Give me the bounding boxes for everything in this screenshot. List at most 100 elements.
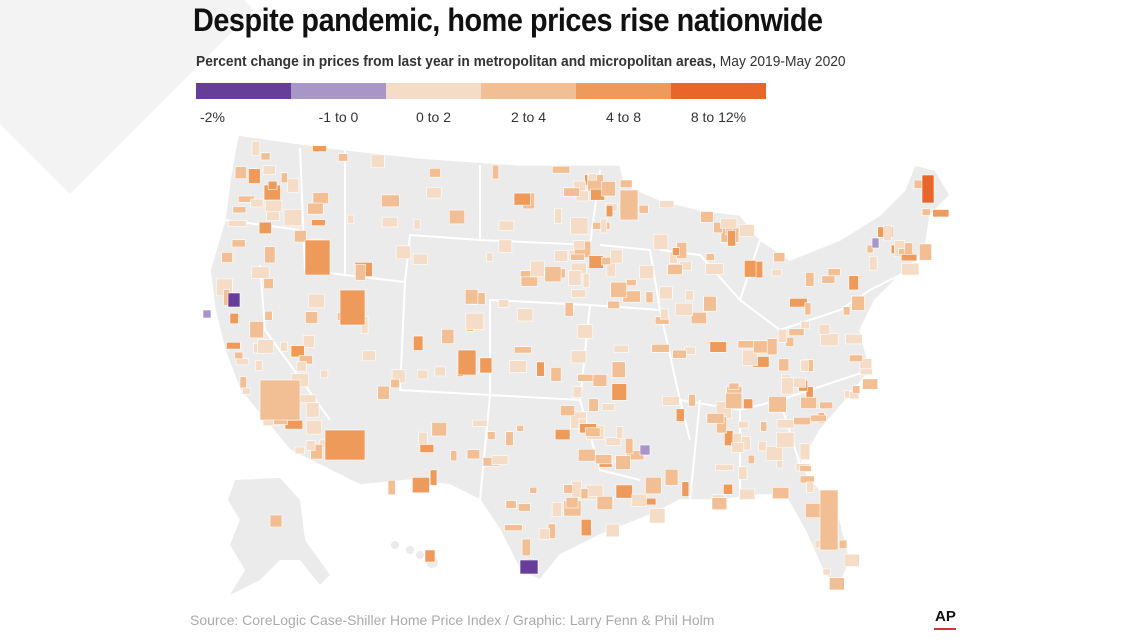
metro-area — [851, 295, 865, 311]
metro-area — [852, 385, 861, 394]
metro-area — [395, 245, 412, 260]
metro-area — [788, 328, 805, 336]
metro-area — [688, 394, 696, 407]
metro-area — [842, 306, 851, 316]
metro-area — [486, 252, 494, 262]
metro-area — [307, 202, 324, 215]
metro-area — [838, 539, 848, 550]
metro-area — [723, 483, 733, 495]
metro-area — [709, 341, 727, 353]
metro-area — [706, 413, 725, 424]
metro-area — [868, 256, 878, 271]
metro-area — [595, 454, 613, 465]
metro-area — [804, 302, 812, 316]
metro-area — [766, 338, 778, 356]
metro-area — [645, 476, 662, 495]
metro-area — [563, 484, 574, 494]
metro-area — [492, 164, 500, 180]
metro-area — [799, 465, 812, 472]
metro-area — [429, 469, 438, 486]
metro-area — [280, 172, 288, 184]
metro-area — [412, 477, 430, 494]
metro-area — [720, 217, 738, 229]
metro-area — [848, 275, 859, 291]
metro-area — [731, 442, 745, 453]
metro-area — [479, 357, 493, 374]
metro-area — [251, 266, 270, 279]
metro-area — [267, 180, 278, 190]
metro-area — [221, 251, 233, 263]
legend-label: 4 to 8 — [605, 109, 642, 125]
metro-area — [466, 449, 481, 460]
metro-area — [302, 335, 315, 348]
metro-area — [551, 502, 563, 518]
metro-area — [776, 432, 795, 449]
metro-area — [324, 429, 366, 461]
metro-area — [257, 339, 275, 354]
metro-area — [339, 289, 366, 326]
metro-area — [921, 208, 931, 216]
metro-area — [800, 396, 817, 409]
legend-label: -1 to 0 — [318, 109, 359, 125]
metro-area — [776, 459, 784, 469]
metro-area — [615, 484, 633, 499]
metro-area — [305, 440, 316, 451]
metro-area — [284, 419, 304, 430]
metro-area — [520, 276, 538, 287]
metro-area — [753, 340, 768, 354]
metro-area — [758, 440, 767, 452]
metro-area — [596, 495, 614, 510]
metro-area — [667, 264, 683, 275]
metro-area — [570, 253, 585, 261]
metro-area — [513, 346, 532, 354]
metro-area — [424, 549, 436, 563]
metro-area — [290, 345, 305, 358]
metro-area — [793, 416, 811, 426]
metro-area — [932, 209, 950, 218]
metro-area — [674, 302, 693, 316]
metro-area — [672, 349, 687, 359]
metro-area — [554, 429, 571, 441]
metro-area — [413, 335, 424, 351]
metro-area — [649, 508, 666, 524]
metro-area — [311, 219, 326, 226]
metro-area — [818, 323, 831, 335]
metro-area — [565, 497, 579, 509]
metro-area — [743, 398, 754, 410]
metro-area — [387, 479, 396, 496]
metro-area — [703, 296, 717, 312]
metro-area — [571, 289, 587, 298]
metro-area — [607, 300, 620, 309]
metro-area — [645, 291, 654, 304]
metro-area — [347, 214, 355, 224]
metro-area — [536, 361, 545, 377]
metro-area — [843, 553, 860, 567]
metro-area — [235, 358, 250, 366]
metro-area — [517, 503, 531, 512]
metro-area — [570, 217, 589, 235]
source-credit: Source: CoreLogic Case-Shiller Home Pric… — [190, 612, 715, 628]
metro-area — [530, 260, 545, 278]
metro-area — [900, 253, 918, 262]
legend-swatch — [481, 83, 576, 99]
legend-label: 0 to 2 — [415, 109, 452, 125]
metro-area — [611, 361, 626, 378]
metro-area — [805, 502, 821, 519]
legend-swatch — [671, 83, 766, 99]
metro-area — [845, 333, 863, 345]
metro-area — [672, 247, 680, 256]
metro-area — [584, 427, 601, 437]
metro-area — [491, 455, 509, 465]
metro-area — [737, 340, 756, 349]
metro-area — [431, 422, 447, 437]
metro-area — [287, 178, 300, 193]
metro-area — [505, 500, 517, 509]
metro-area — [639, 444, 651, 456]
legend-item: -1 to 0 — [291, 83, 386, 125]
metro-area — [613, 344, 629, 353]
metro-area — [600, 218, 608, 234]
metro-areas — [202, 140, 950, 591]
metro-area — [227, 220, 247, 227]
metro-area — [690, 311, 707, 325]
metro-area — [560, 405, 575, 417]
